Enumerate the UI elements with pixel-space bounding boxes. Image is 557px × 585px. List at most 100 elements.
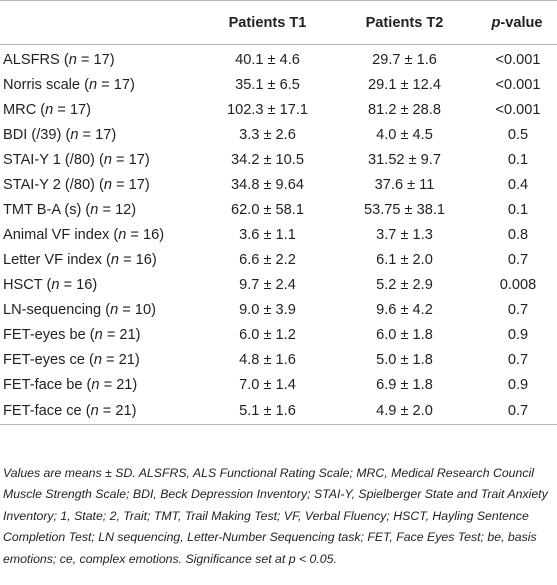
cell-patients-t1: 102.3 ± 17.1 [226,102,309,119]
table-row: MRC (n = 17) 102.3 ± 17.1 81.2 ± 28.8 <0.00… [0,98,557,123]
row-label: Animal VF index (n = 16) [0,223,203,248]
row-label: TMT B-A (s) (n = 12) [0,198,203,223]
sample-size: (n = 21) [84,351,140,368]
table-row: FET-eyes be (n = 21) 6.0 ± 1.2 6.0 ± 1.8 0.… [0,322,557,347]
cell-patients-t1: 5.1 ± 1.6 [203,397,332,426]
sample-size-value: 17 [95,127,112,144]
sample-size-value: 16 [135,251,152,268]
table-row: FET-face ce (n = 21) 5.1 ± 1.6 4.9 ± 2.0 0.… [0,397,557,426]
sample-size: (n = 16) [101,251,157,268]
cell-patients-t2: 6.1 ± 2.0 [376,251,433,268]
cell-patients-t2: 29.7 ± 1.6 [372,52,437,69]
cell-patients-t1: 6.6 ± 2.2 [239,251,296,268]
cell-patients-t2: 81.2 ± 28.8 [368,102,441,119]
cell-p-value: 0.7 [507,351,529,368]
cell-p-value: 0.9 [507,376,529,393]
cell-patients-t1: 34.8 ± 9.64 [231,177,304,194]
sample-size-value: 16 [76,276,93,293]
table-row: Letter VF index (n = 16) 6.6 ± 2.2 6.1 ± 2… [0,248,557,273]
sample-size-value: 21 [118,351,135,368]
cell-patients-t1: 6.0 ± 1.2 [239,326,296,343]
measure-name: LN-sequencing [3,301,102,318]
cell-patients-t1: 4.8 ± 1.6 [239,351,296,368]
row-label: FET-face be (n = 21) [0,372,203,397]
sample-size: (n = 12) [81,202,137,219]
cell-patients-t2: 29.1 ± 12.4 [368,77,441,94]
row-label: FET-eyes ce (n = 21) [0,347,203,372]
measure-name: FET-face ce [3,402,82,419]
cell-p-value: <0.001 [495,102,541,119]
cell-patients-t1: 7.0 ± 1.4 [239,376,296,393]
row-label: STAI-Y 2 (/80) (n = 17) [0,173,203,198]
row-label: STAI-Y 1 (/80) (n = 17) [0,148,203,173]
sample-size-value: 17 [69,102,87,119]
table-footnote: Values are means ± SD. ALSFRS, ALS Funct… [3,466,548,566]
measure-name: Animal VF index [3,227,110,244]
cell-p-value: 0.5 [507,127,529,144]
measure-name: Norris scale [3,77,81,94]
table-row: BDI (/39) (n = 17) 3.3 ± 2.6 4.0 ± 4.5 0.5 [0,123,557,148]
sample-size: (n = 16) [109,227,165,244]
results-table: Patients T1 Patients T2 p-value ALSFRS (… [0,0,557,426]
header-row: Patients T1 Patients T2 p-value [0,0,557,45]
measure-name: MRC [3,102,37,119]
sample-size: (n = 10) [101,301,156,318]
sample-size: (n = 21) [81,402,137,419]
cell-p-value: 0.7 [507,301,529,318]
cell-patients-t1: 3.3 ± 2.6 [239,127,296,144]
sample-size-value: 21 [116,376,133,393]
header-patients-t1: Patients T1 [203,0,332,45]
cell-patients-t2: 4.0 ± 4.5 [376,127,433,144]
measure-name: STAI-Y 2 (/80) [3,177,95,194]
table-row: FET-face be (n = 21) 7.0 ± 1.4 6.9 ± 1.8 0.… [0,372,557,397]
sample-size: (n = 17) [61,127,117,144]
measure-name: ALSFRS [3,52,60,69]
table-body: ALSFRS (n = 17) 40.1 ± 4.6 29.7 ± 1.6 <0.00… [0,45,557,426]
header-p-value-text: p-value [491,14,543,31]
cell-p-value: 0.7 [507,251,529,268]
sample-size-value: 17 [93,52,110,69]
cell-patients-t2: 37.6 ± 11 [374,177,435,194]
header-patients-t2: Patients T2 [332,0,477,45]
cell-p-value: 0.8 [507,227,529,244]
measure-name: TMT B-A (s) [3,202,82,219]
sample-size: (n = 17) [59,52,115,69]
cell-patients-t2: 3.7 ± 1.3 [376,227,433,244]
table-row: LN-sequencing (n = 10) 9.0 ± 3.9 9.6 ± 4.2… [0,297,557,322]
row-label: LN-sequencing (n = 10) [0,297,203,322]
cell-patients-t1: 3.6 ± 1.1 [239,227,296,244]
row-label: FET-eyes be (n = 21) [0,322,203,347]
row-label: BDI (/39) (n = 17) [0,123,203,148]
table-row: STAI-Y 2 (/80) (n = 17) 34.8 ± 9.64 37.6 ±… [0,173,557,198]
cell-p-value: 0.008 [499,276,537,293]
table-row: TMT B-A (s) (n = 12) 62.0 ± 58.1 53.75 ± 3… [0,198,557,223]
cell-p-value: 0.7 [477,397,557,426]
cell-p-value: <0.001 [495,77,541,94]
sample-size-value: 12 [115,202,132,219]
cell-patients-t2: 6.9 ± 1.8 [376,376,433,393]
table-row: Animal VF index (n = 16) 3.6 ± 1.1 3.7 ± 1… [0,223,557,248]
cell-patients-t2: 6.0 ± 1.8 [376,326,433,343]
table-row: HSCT (n = 16) 9.7 ± 2.4 5.2 ± 2.9 0.008 [0,272,557,297]
table-row: FET-eyes ce (n = 21) 4.8 ± 1.6 5.0 ± 1.8 0.… [0,347,557,372]
sample-size-value: 16 [142,227,160,244]
cell-patients-t2: 31.52 ± 9.7 [368,152,441,169]
sample-size-value: 10 [134,301,152,318]
measure-name: FET-face be [3,376,83,393]
measure-name: FET-eyes ce [3,351,85,368]
sample-size-value: 17 [128,152,145,169]
measure-name: FET-eyes be [3,326,86,343]
sample-size: (n = 17) [94,177,150,194]
cell-patients-t2: 9.6 ± 4.2 [376,301,433,318]
measure-name: STAI-Y 1 (/80) [3,152,95,169]
row-label: FET-face ce (n = 21) [0,397,203,426]
cell-patients-t2: 5.0 ± 1.8 [376,351,433,368]
row-label: Letter VF index (n = 16) [0,248,203,273]
sample-size-value: 21 [119,326,136,343]
measure-name: BDI (/39) [3,127,62,144]
sample-size: (n = 16) [42,276,98,293]
cell-p-value: 0.1 [507,152,529,169]
cell-patients-t1: 9.7 ± 2.4 [239,276,296,293]
sample-size-value: 17 [113,77,130,94]
